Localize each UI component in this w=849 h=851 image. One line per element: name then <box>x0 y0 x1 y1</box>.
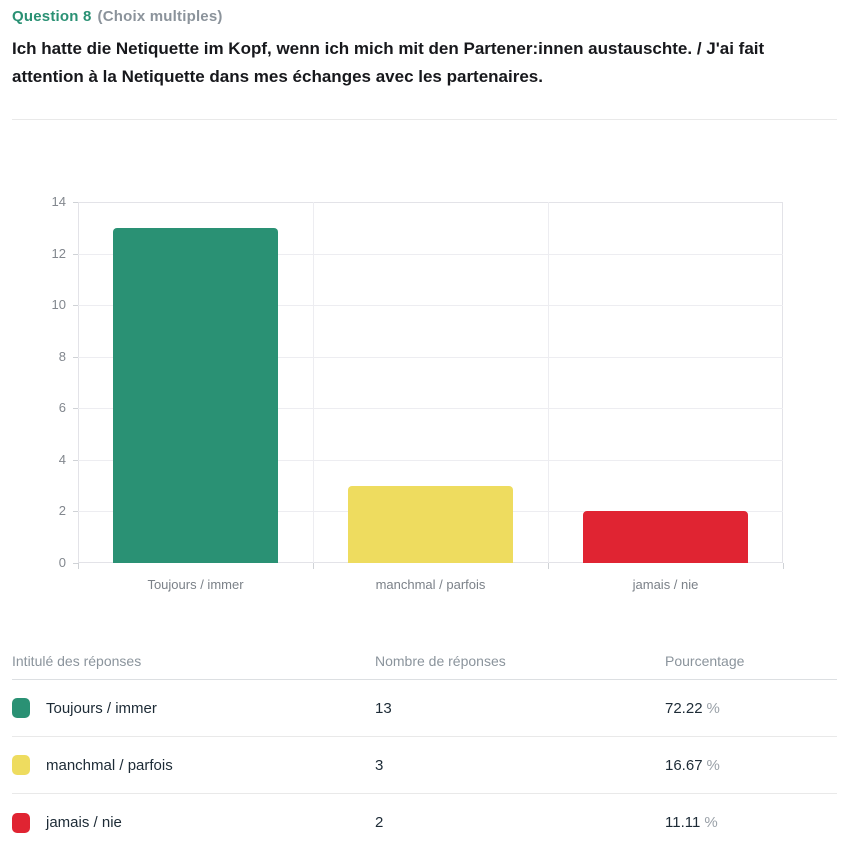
x-axis-tick <box>313 563 314 569</box>
percent-sign: % <box>706 699 720 717</box>
y-axis-label: 10 <box>51 297 66 313</box>
x-axis-tick <box>548 563 549 569</box>
answer-count: 2 <box>375 814 384 831</box>
y-axis-label: 2 <box>58 503 66 519</box>
y-axis-label: 6 <box>58 400 66 416</box>
x-axis-label: Toujours / immer <box>147 577 244 592</box>
answer-label: Toujours / immer <box>46 699 157 717</box>
answer-percent: 16.67% <box>665 756 720 774</box>
column-header-percent: Pourcentage <box>665 653 745 669</box>
table-row: Toujours / immer 13 72.22% <box>12 680 837 737</box>
results-table: Intitulé des réponses Nombre de réponses… <box>12 653 837 851</box>
y-axis-tick <box>73 305 78 307</box>
percent-sign: % <box>706 756 720 774</box>
table-header-row: Intitulé des réponses Nombre de réponses… <box>12 653 837 680</box>
x-axis-label: jamais / nie <box>632 577 699 592</box>
bar-manchmal <box>348 485 513 563</box>
y-axis-tick <box>73 253 78 255</box>
gridline-horizontal <box>78 459 783 461</box>
column-header-label: Intitulé des réponses <box>12 653 142 669</box>
y-axis-label: 8 <box>58 348 66 364</box>
question-text: Ich hatte die Netiquette im Kopf, wenn i… <box>12 39 765 86</box>
x-axis-tick <box>783 563 784 569</box>
y-axis-label: 4 <box>58 451 66 467</box>
y-axis-label: 14 <box>51 194 66 209</box>
y-axis-label: 0 <box>58 555 66 570</box>
legend-swatch-teal <box>12 698 30 718</box>
y-axis-tick <box>73 202 78 203</box>
bar-jamais <box>583 511 748 563</box>
gridline-vertical <box>548 202 549 563</box>
table-row: jamais / nie 2 11.11% <box>12 794 837 851</box>
gridline-horizontal <box>78 305 783 307</box>
table-row: manchmal / parfois 3 16.67% <box>12 737 837 794</box>
answer-percent: 72.22% <box>665 699 720 717</box>
y-axis-tick <box>73 356 78 358</box>
gridline-horizontal <box>78 408 783 410</box>
gridline-horizontal <box>78 253 783 255</box>
x-axis-label: manchmal / parfois <box>375 577 486 592</box>
answer-count: 3 <box>375 756 384 774</box>
y-axis-label: 12 <box>51 245 66 261</box>
y-axis-tick <box>73 563 78 564</box>
percent-sign: % <box>704 814 718 831</box>
answer-label: jamais / nie <box>46 814 122 831</box>
legend-swatch-yellow <box>12 755 30 775</box>
column-header-count: Nombre de réponses <box>375 653 506 669</box>
bar-toujours <box>113 227 278 563</box>
answer-label: manchmal / parfois <box>46 756 173 774</box>
answer-percent: 11.11% <box>665 814 718 831</box>
answer-count: 13 <box>375 699 392 717</box>
question-header: Question 8 (Choix multiples) <box>12 8 837 25</box>
legend-swatch-red <box>12 812 30 833</box>
x-axis-tick <box>78 563 79 569</box>
y-axis-tick <box>73 511 78 513</box>
section-divider <box>12 119 837 120</box>
bar-chart: 0 2 4 6 8 10 12 14 Toujours / immer manchmal / pa… <box>12 194 837 607</box>
y-axis-tick <box>73 459 78 461</box>
y-axis-tick <box>73 408 78 410</box>
gridline-horizontal <box>78 356 783 358</box>
question-type: (Choix multiples) <box>97 8 223 25</box>
question-number: Question 8 <box>12 8 92 25</box>
gridline-vertical <box>313 202 314 563</box>
